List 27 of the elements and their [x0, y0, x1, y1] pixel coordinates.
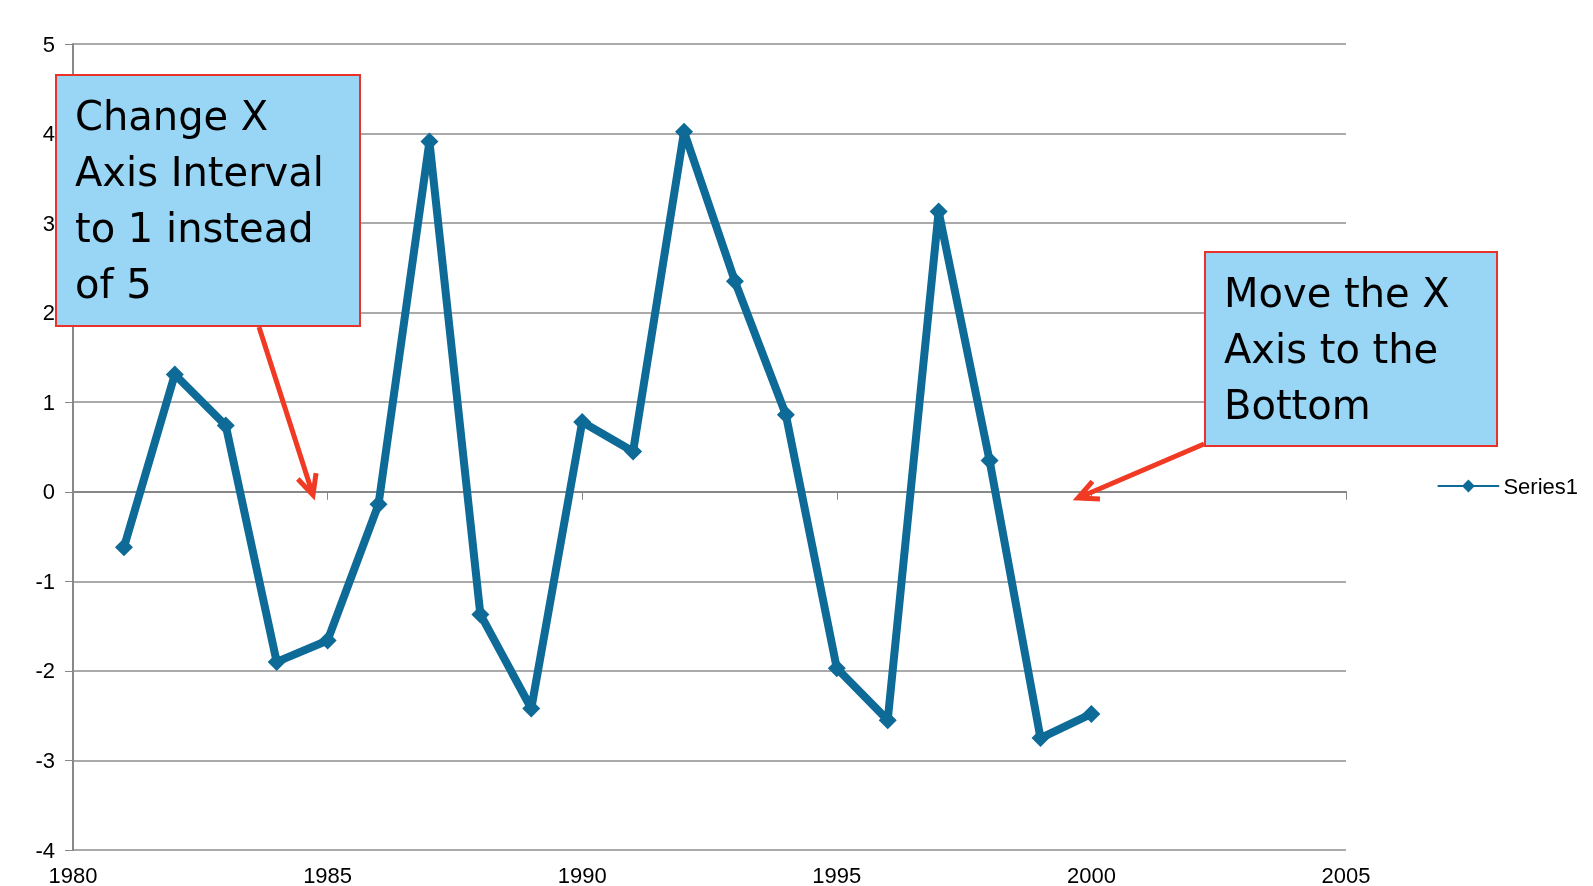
x-tick-label: 2005: [1321, 862, 1371, 886]
y-tick-label: 0: [42, 479, 55, 505]
y-tick-label: -1: [35, 568, 55, 594]
point: [1031, 729, 1050, 748]
point: [1082, 704, 1101, 723]
y-tick-label: -4: [35, 837, 55, 863]
point: [725, 272, 744, 291]
y-tick-label: 1: [42, 389, 55, 415]
y-tick-label: 5: [42, 31, 55, 57]
y-tick-label: -3: [35, 747, 55, 773]
annotation: Move the X Axis to the Bottom: [1204, 251, 1498, 447]
x-tick-label: 1990: [557, 862, 607, 886]
point: [114, 538, 133, 557]
y-tick-label: 4: [42, 121, 55, 147]
y-tick-label: 3: [42, 210, 55, 236]
x-tick-label: 1995: [812, 862, 862, 886]
point: [776, 405, 795, 424]
annotation: Change X Axis Interval to 1 instead of 5: [55, 74, 361, 327]
y-tick-label: 2: [42, 300, 55, 326]
legend-label: Series1: [1503, 473, 1578, 499]
point: [827, 659, 846, 678]
point: [318, 631, 337, 650]
x-tick-label: 2000: [1066, 862, 1116, 886]
x-tick-label: 1980: [48, 862, 98, 886]
y-tick-label: -2: [35, 658, 55, 684]
point: [216, 416, 235, 435]
x-tick-label: 1985: [303, 862, 353, 886]
